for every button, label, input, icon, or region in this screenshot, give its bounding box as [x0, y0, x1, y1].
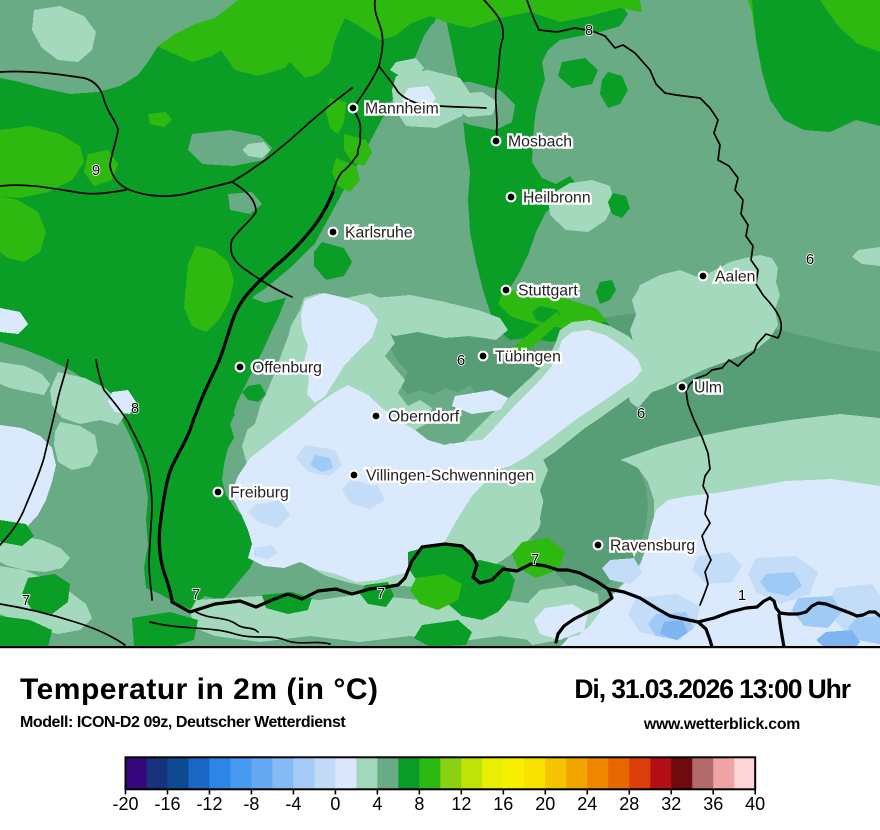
- svg-text:28: 28: [619, 794, 639, 814]
- svg-text:Offenburg: Offenburg: [252, 360, 322, 377]
- svg-text:16: 16: [493, 794, 513, 814]
- svg-text:-4: -4: [285, 794, 301, 814]
- svg-text:4: 4: [372, 794, 382, 814]
- svg-text:6: 6: [806, 251, 814, 268]
- svg-text:40: 40: [745, 794, 765, 814]
- svg-text:Temperatur in 2m (in °C): Temperatur in 2m (in °C): [20, 673, 378, 706]
- svg-text:20: 20: [535, 794, 555, 814]
- svg-text:Stuttgart: Stuttgart: [518, 283, 578, 300]
- svg-text:8: 8: [131, 400, 139, 417]
- svg-text:Ravensburg: Ravensburg: [610, 538, 695, 555]
- svg-text:-12: -12: [196, 794, 222, 814]
- svg-text:Aalen: Aalen: [715, 269, 755, 286]
- svg-text:-20: -20: [112, 794, 138, 814]
- svg-text:Ulm: Ulm: [694, 380, 722, 397]
- svg-text:Mannheim: Mannheim: [365, 101, 439, 118]
- svg-text:7: 7: [377, 585, 385, 602]
- svg-text:8: 8: [585, 22, 593, 39]
- svg-text:Villingen-Schwenningen: Villingen-Schwenningen: [366, 468, 534, 485]
- svg-text:Karlsruhe: Karlsruhe: [345, 225, 413, 242]
- svg-text:7: 7: [22, 592, 30, 609]
- svg-text:Di, 31.03.2026 13:00 Uhr: Di, 31.03.2026 13:00 Uhr: [574, 674, 850, 704]
- svg-text:Tübingen: Tübingen: [495, 349, 561, 366]
- svg-text:9: 9: [92, 162, 100, 179]
- svg-text:Freiburg: Freiburg: [230, 485, 289, 502]
- svg-text:-8: -8: [243, 794, 259, 814]
- svg-text:7: 7: [192, 586, 200, 603]
- svg-text:Heilbronn: Heilbronn: [523, 190, 591, 207]
- svg-text:6: 6: [457, 352, 465, 369]
- svg-text:Modell: ICON-D2 09z, Deutscher: Modell: ICON-D2 09z, Deutscher Wetterdie…: [20, 714, 346, 731]
- svg-text:Mosbach: Mosbach: [508, 134, 572, 151]
- svg-text:6: 6: [637, 405, 645, 422]
- svg-text:www.wetterblick.com: www.wetterblick.com: [643, 716, 800, 733]
- svg-text:-16: -16: [154, 794, 180, 814]
- svg-text:0: 0: [330, 794, 340, 814]
- svg-text:32: 32: [661, 794, 681, 814]
- svg-text:8: 8: [414, 794, 424, 814]
- svg-text:1: 1: [738, 587, 746, 604]
- svg-text:Oberndorf: Oberndorf: [388, 409, 460, 426]
- svg-text:36: 36: [703, 794, 723, 814]
- svg-text:7: 7: [531, 551, 539, 568]
- svg-text:24: 24: [577, 794, 597, 814]
- svg-text:12: 12: [451, 794, 471, 814]
